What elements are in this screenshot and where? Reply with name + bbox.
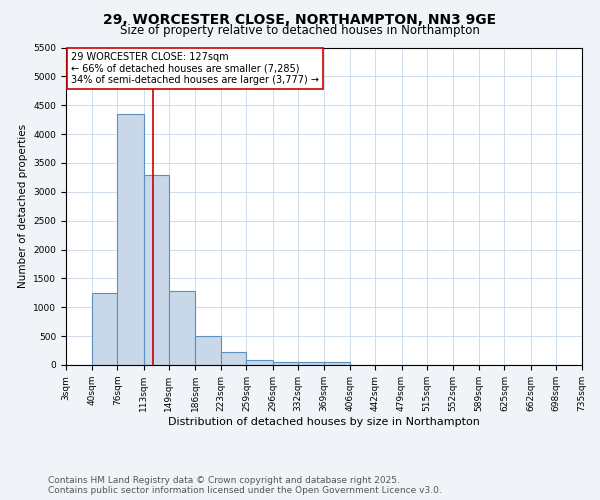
Bar [324,362,350,365]
Text: Contains HM Land Registry data © Crown copyright and database right 2025.
Contai: Contains HM Land Registry data © Crown c… [48,476,442,495]
Bar [195,336,221,365]
Bar [143,174,169,365]
Bar [221,352,247,365]
Bar [92,293,118,365]
X-axis label: Distribution of detached houses by size in Northampton: Distribution of detached houses by size … [168,416,480,426]
Text: Size of property relative to detached houses in Northampton: Size of property relative to detached ho… [120,24,480,37]
Bar [247,360,272,365]
Bar [169,292,195,365]
Bar [118,114,143,365]
Bar [298,362,324,365]
Y-axis label: Number of detached properties: Number of detached properties [18,124,28,288]
Bar [272,362,298,365]
Text: 29 WORCESTER CLOSE: 127sqm
← 66% of detached houses are smaller (7,285)
34% of s: 29 WORCESTER CLOSE: 127sqm ← 66% of deta… [71,52,319,86]
Text: 29, WORCESTER CLOSE, NORTHAMPTON, NN3 9GE: 29, WORCESTER CLOSE, NORTHAMPTON, NN3 9G… [103,12,497,26]
